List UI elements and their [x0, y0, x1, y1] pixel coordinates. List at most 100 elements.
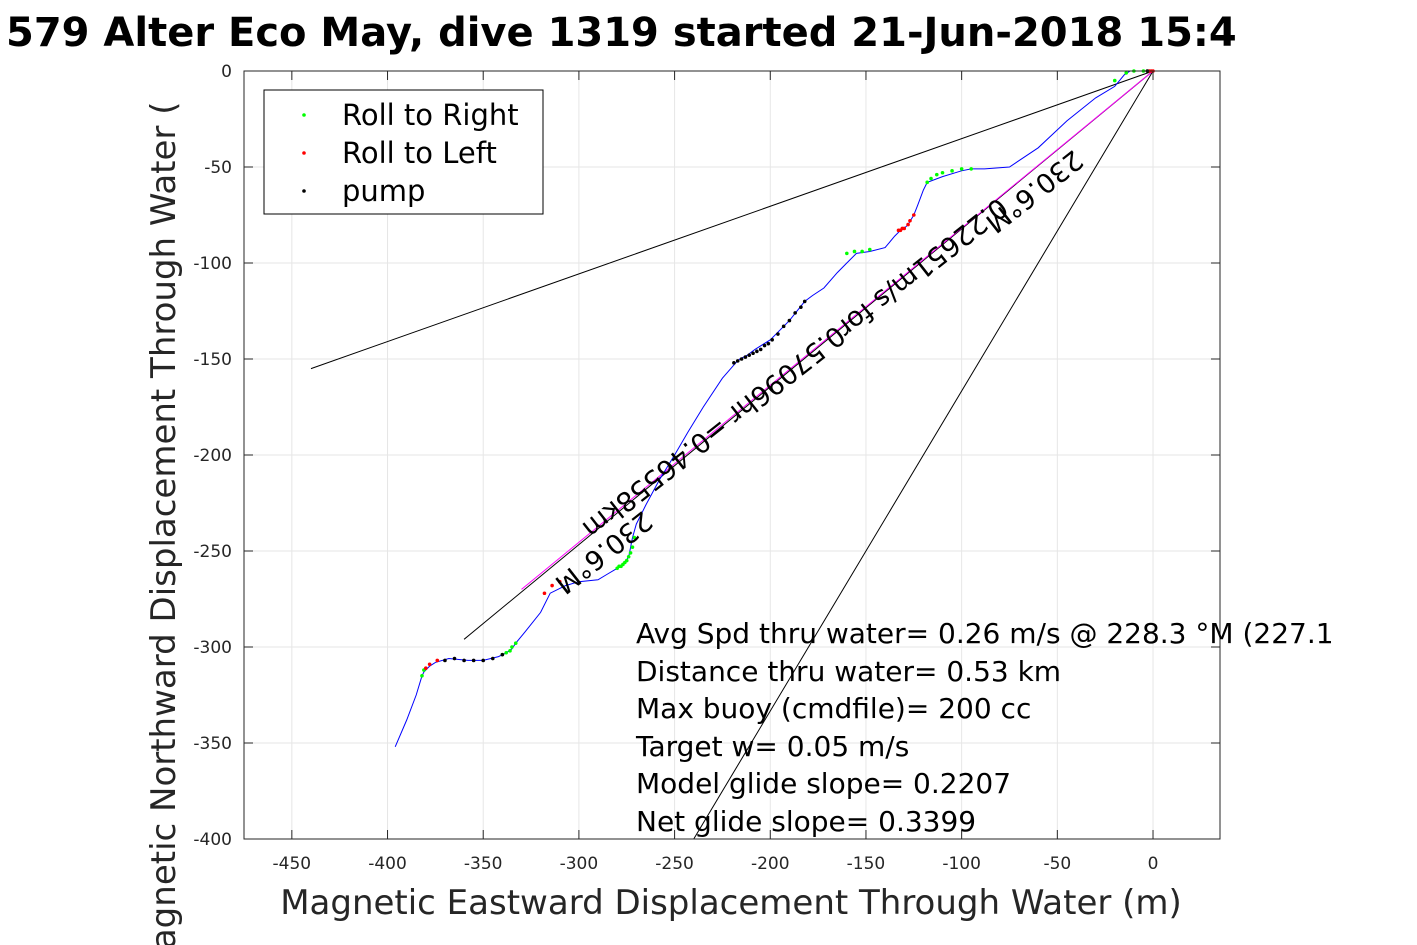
roll-left-point — [906, 222, 910, 227]
pump-point — [732, 361, 736, 365]
x-tick-label: -350 — [464, 854, 503, 874]
info-line: Model glide slope= 0.2207 — [636, 767, 1011, 800]
x-tick-label: -400 — [368, 854, 407, 874]
roll-right-point — [959, 167, 964, 171]
roll-right-point — [420, 674, 424, 678]
y-tick-label: -100 — [193, 254, 232, 274]
roll-right-point — [1124, 71, 1129, 75]
pump-point — [776, 332, 780, 336]
x-tick-label: -250 — [655, 854, 694, 874]
roll-left-point — [435, 658, 440, 663]
pump-point — [787, 318, 792, 323]
roll-left-point — [550, 583, 554, 588]
x-tick-label: -100 — [942, 854, 981, 874]
y-tick-label: -50 — [204, 158, 232, 178]
y-tick-label: -200 — [193, 446, 232, 466]
y-tick-label: -350 — [193, 734, 232, 754]
info-line: Distance thru water= 0.53 km — [636, 655, 1061, 688]
pump-point — [735, 359, 740, 363]
x-tick-label: -300 — [560, 854, 599, 874]
roll-right-point — [632, 535, 637, 540]
legend-box — [263, 89, 544, 215]
roll-right-point — [508, 649, 512, 653]
pump-point — [452, 656, 457, 661]
roll-right-point — [929, 176, 933, 181]
roll-right-point — [626, 554, 631, 559]
pump-point — [471, 658, 476, 663]
pump-point — [766, 341, 771, 346]
reference-line — [693, 70, 1154, 840]
marker-points — [420, 69, 1155, 678]
pump-point — [781, 324, 786, 329]
legend-label-pump: pump — [342, 174, 425, 208]
info-box: Avg Spd thru water= 0.26 m/s @ 228.3 °M … — [635, 617, 1334, 838]
pump-point — [743, 355, 748, 359]
x-tick-label: -450 — [273, 854, 312, 874]
roll-right-point — [628, 551, 633, 555]
pump-point — [793, 311, 797, 315]
legend-marker-roll-left — [302, 151, 306, 155]
legend-label-roll-left: Roll to Left — [342, 136, 497, 170]
info-line: Max buoy (cmdfile)= 200 cc — [636, 692, 1031, 725]
pump-point — [739, 357, 744, 361]
roll-left-point — [896, 228, 901, 233]
x-tick-label: -200 — [751, 854, 790, 874]
y-tick-label: -400 — [193, 830, 232, 850]
roll-right-point — [504, 650, 508, 655]
x-tick-label: 0 — [1148, 854, 1159, 874]
roll-right-point — [940, 170, 945, 175]
chart-title: 579 Alter Eco May, dive 1319 started 21-… — [6, 10, 1237, 56]
pump-point — [802, 299, 807, 304]
x-tick-label: -50 — [1043, 854, 1071, 874]
roll-right-point — [630, 545, 635, 549]
y-axis-label: Magnetic Northward Displacement Through … — [144, 102, 184, 945]
reference-line — [310, 70, 1154, 370]
roll-right-point — [852, 249, 857, 254]
roll-left-point — [424, 666, 428, 670]
roll-left-point — [557, 579, 562, 584]
pump-point — [770, 338, 774, 342]
x-axis-label: Magnetic Eastward Displacement Through W… — [280, 883, 1182, 923]
roll-left-point — [908, 218, 912, 223]
roll-left-point — [427, 662, 432, 667]
pump-point — [755, 349, 759, 354]
pump-point — [443, 658, 447, 663]
roll-right-point — [867, 247, 872, 252]
y-tick-label: 0 — [221, 62, 232, 82]
roll-right-point — [1112, 78, 1117, 83]
pump-point — [500, 652, 505, 657]
pump-point — [762, 343, 767, 348]
y-tick-label: -250 — [193, 542, 232, 562]
pump-point — [758, 347, 763, 352]
pump-point — [490, 656, 495, 661]
legend-label-roll-right: Roll to Right — [342, 98, 519, 132]
legend-marker-pump — [302, 189, 306, 193]
roll-left-point — [542, 591, 547, 596]
roll-left-point — [912, 213, 916, 217]
pump-point — [481, 658, 486, 663]
info-line: Net glide slope= 0.3399 — [636, 805, 976, 838]
x-tick-label: -150 — [847, 854, 886, 874]
pump-point — [747, 353, 752, 357]
y-tick-label: -300 — [193, 638, 232, 658]
pump-point — [751, 351, 755, 356]
legend-marker-roll-right — [302, 113, 306, 117]
info-line: Target w= 0.05 m/s — [635, 730, 909, 763]
roll-right-point — [950, 169, 954, 173]
roll-right-point — [845, 251, 849, 256]
roll-right-point — [969, 167, 974, 171]
roll-right-point — [925, 180, 929, 185]
roll-right-point — [510, 645, 514, 649]
roll-right-point — [513, 641, 518, 645]
roll-right-point — [934, 172, 939, 177]
legend: Roll to Right Roll to Left pump — [263, 89, 544, 215]
info-line: Avg Spd thru water= 0.26 m/s @ 228.3 °M … — [636, 617, 1334, 650]
roll-right-point — [615, 566, 619, 571]
reference-lines — [310, 70, 1154, 840]
reference-line — [521, 70, 1154, 590]
axis-ticks: -450 -400 -350 -300 -250 -200 -150 -100 -50 0 -400… — [193, 62, 1220, 874]
y-tick-label: -150 — [193, 350, 232, 370]
roll-right-point — [860, 249, 864, 254]
pump-point — [799, 305, 803, 309]
